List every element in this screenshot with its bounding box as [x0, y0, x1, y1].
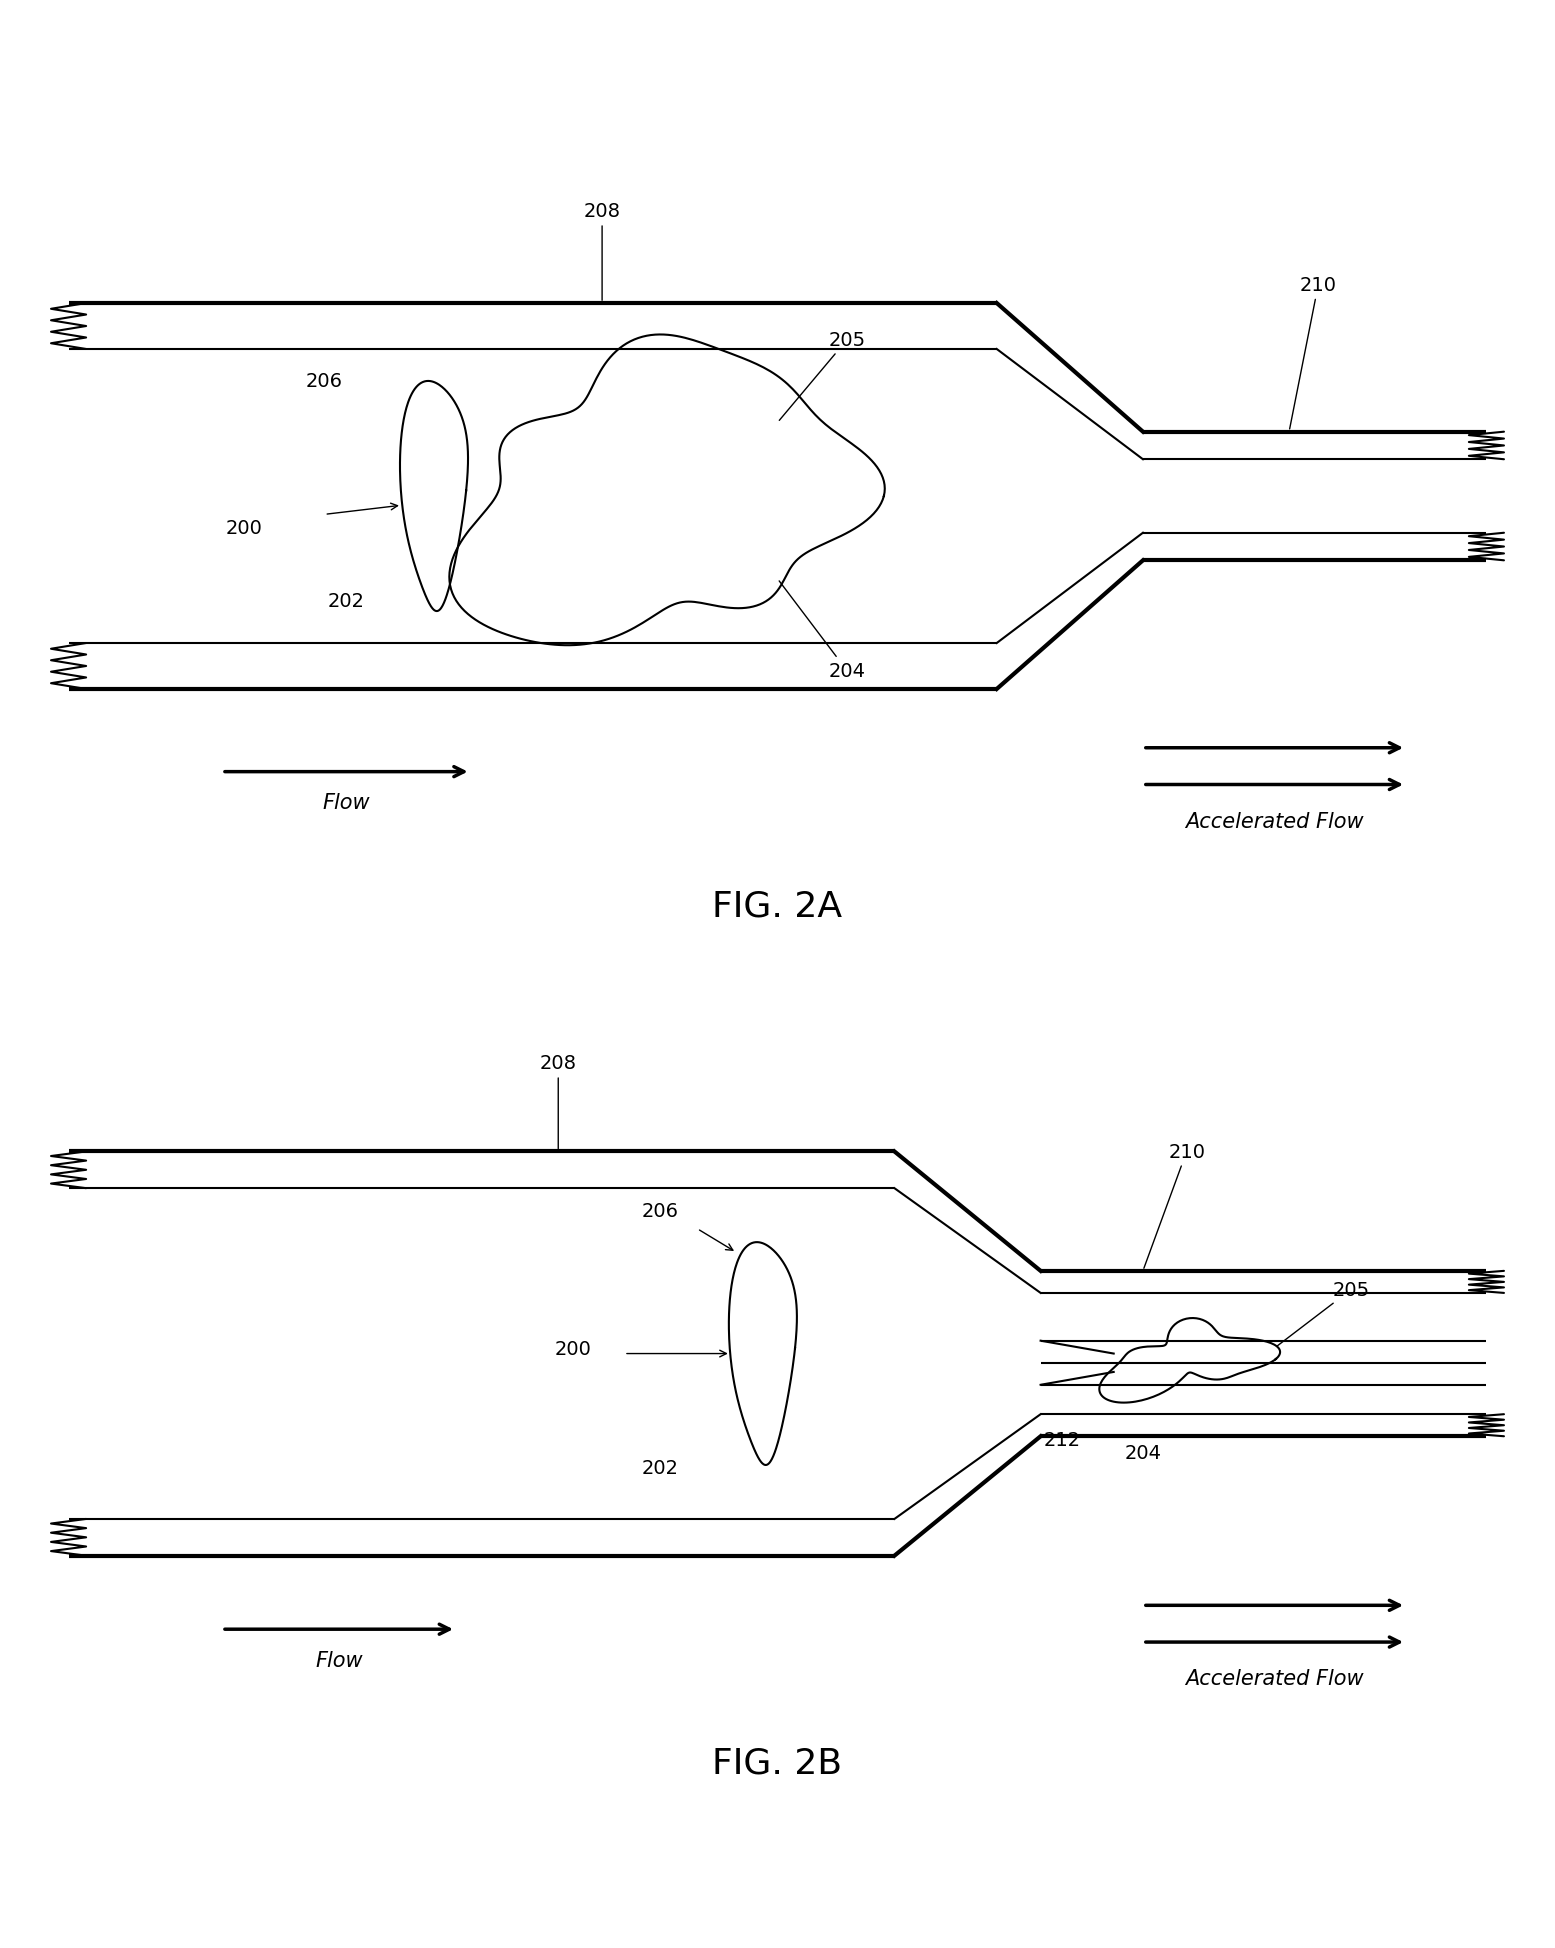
Text: 200: 200: [555, 1338, 591, 1358]
Text: 208: 208: [583, 203, 620, 302]
Text: 205: 205: [1277, 1280, 1370, 1346]
Text: Flow: Flow: [322, 793, 370, 812]
Text: Accelerated Flow: Accelerated Flow: [1185, 1669, 1364, 1689]
Text: 206: 206: [642, 1202, 680, 1219]
Text: 204: 204: [1124, 1443, 1162, 1463]
Text: 202: 202: [328, 592, 365, 612]
Text: FIG. 2B: FIG. 2B: [712, 1745, 843, 1780]
Text: 212: 212: [1043, 1430, 1081, 1449]
Text: 202: 202: [642, 1459, 680, 1477]
Text: 210: 210: [1289, 277, 1337, 431]
Text: 204: 204: [779, 582, 866, 682]
Text: FIG. 2A: FIG. 2A: [712, 888, 843, 923]
Text: Accelerated Flow: Accelerated Flow: [1185, 812, 1364, 832]
Text: 205: 205: [779, 331, 866, 421]
Text: 200: 200: [225, 518, 263, 538]
Text: Flow: Flow: [316, 1650, 362, 1669]
Text: 206: 206: [306, 372, 342, 390]
Text: 208: 208: [540, 1054, 577, 1149]
Text: 210: 210: [1144, 1142, 1205, 1268]
